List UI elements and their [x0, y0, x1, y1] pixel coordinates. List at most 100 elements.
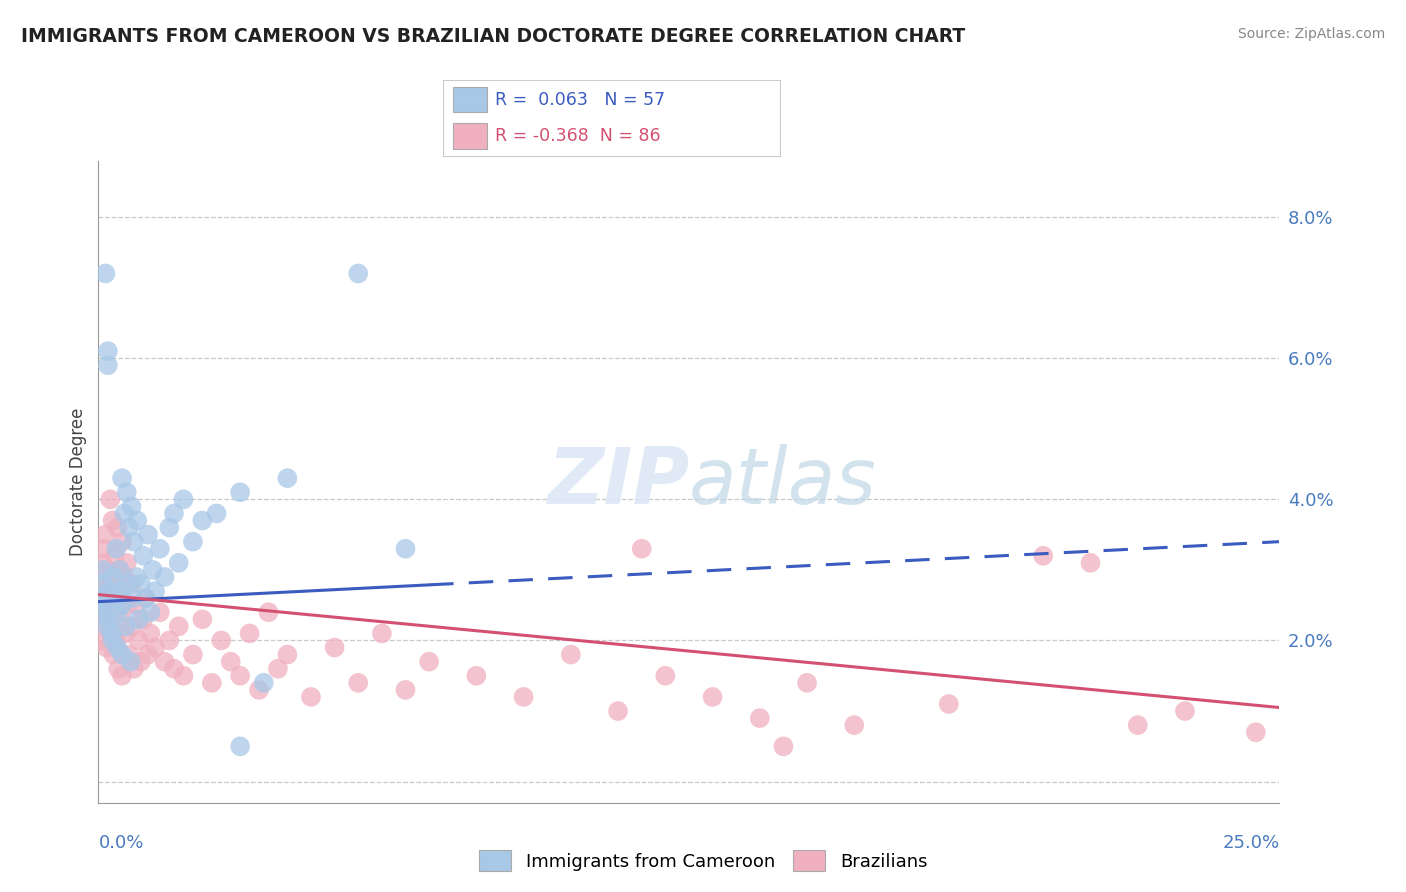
Point [96, 577, 118, 591]
Point [1032, 549, 1054, 563]
Point [129, 655, 152, 669]
Point [149, 605, 172, 619]
Point [239, 626, 262, 640]
Point [121, 577, 143, 591]
Point [512, 690, 534, 704]
Point [135, 591, 157, 606]
Point [125, 570, 148, 584]
Text: ZIP: ZIP [547, 443, 689, 520]
Point [105, 633, 128, 648]
Point [96, 640, 118, 655]
Point [136, 648, 159, 662]
Point [111, 598, 134, 612]
Legend: Immigrants from Cameroon, Brazilians: Immigrants from Cameroon, Brazilians [471, 843, 935, 879]
Point [101, 514, 124, 528]
Point [107, 662, 129, 676]
Point [105, 520, 128, 534]
Point [323, 640, 346, 655]
Point [125, 598, 148, 612]
Point [91, 605, 114, 619]
Point [209, 633, 232, 648]
Point [201, 675, 224, 690]
Point [702, 690, 724, 704]
Point [101, 605, 124, 619]
Point [114, 619, 136, 633]
Point [115, 556, 138, 570]
Point [135, 591, 157, 606]
Bar [453, 87, 486, 112]
Point [97, 563, 120, 577]
Point [347, 267, 370, 281]
Point [630, 541, 652, 556]
Point [142, 563, 165, 577]
Point [143, 640, 166, 655]
Point [93, 541, 115, 556]
Point [157, 633, 180, 648]
Point [91, 556, 114, 570]
Point [157, 520, 180, 534]
Point [97, 591, 120, 606]
Point [844, 718, 866, 732]
Point [93, 598, 115, 612]
Point [111, 669, 134, 683]
Point [117, 577, 139, 591]
Point [796, 675, 818, 690]
Point [205, 507, 228, 521]
Point [117, 598, 139, 612]
Point [121, 500, 143, 514]
Point [276, 648, 298, 662]
Point [418, 655, 440, 669]
Text: 25.0%: 25.0% [1222, 834, 1279, 852]
Point [347, 675, 370, 690]
Point [772, 739, 794, 754]
Point [105, 640, 128, 655]
Point [128, 633, 150, 648]
Point [229, 485, 252, 500]
Text: R =  0.063   N = 57: R = 0.063 N = 57 [495, 91, 665, 109]
Point [121, 591, 143, 606]
Point [163, 507, 186, 521]
Point [105, 541, 128, 556]
Point [1080, 556, 1102, 570]
Point [172, 492, 194, 507]
Point [98, 492, 121, 507]
Point [90, 591, 112, 606]
Point [98, 584, 121, 599]
Text: R = -0.368  N = 86: R = -0.368 N = 86 [495, 127, 661, 145]
Point [149, 541, 172, 556]
Point [132, 612, 155, 626]
Point [276, 471, 298, 485]
Point [163, 662, 186, 676]
Point [111, 471, 134, 485]
Point [121, 619, 143, 633]
Point [748, 711, 770, 725]
Point [129, 577, 152, 591]
Point [229, 739, 252, 754]
Point [91, 563, 114, 577]
Point [181, 648, 204, 662]
Text: atlas: atlas [689, 443, 877, 520]
Point [257, 605, 280, 619]
Point [110, 612, 132, 626]
Point [105, 605, 128, 619]
Point [1244, 725, 1267, 739]
Point [114, 626, 136, 640]
Point [139, 626, 162, 640]
Point [97, 612, 120, 626]
Point [127, 514, 149, 528]
Text: IMMIGRANTS FROM CAMEROON VS BRAZILIAN DOCTORATE DEGREE CORRELATION CHART: IMMIGRANTS FROM CAMEROON VS BRAZILIAN DO… [21, 27, 966, 45]
Point [132, 549, 155, 563]
Point [267, 662, 290, 676]
Point [112, 507, 135, 521]
Point [97, 344, 120, 359]
Bar [453, 123, 486, 149]
Text: Source: ZipAtlas.com: Source: ZipAtlas.com [1237, 27, 1385, 41]
Point [299, 690, 322, 704]
Point [1174, 704, 1197, 718]
Point [122, 662, 145, 676]
Point [94, 267, 117, 281]
Point [90, 598, 112, 612]
Point [118, 648, 141, 662]
Point [103, 648, 125, 662]
Point [181, 534, 204, 549]
